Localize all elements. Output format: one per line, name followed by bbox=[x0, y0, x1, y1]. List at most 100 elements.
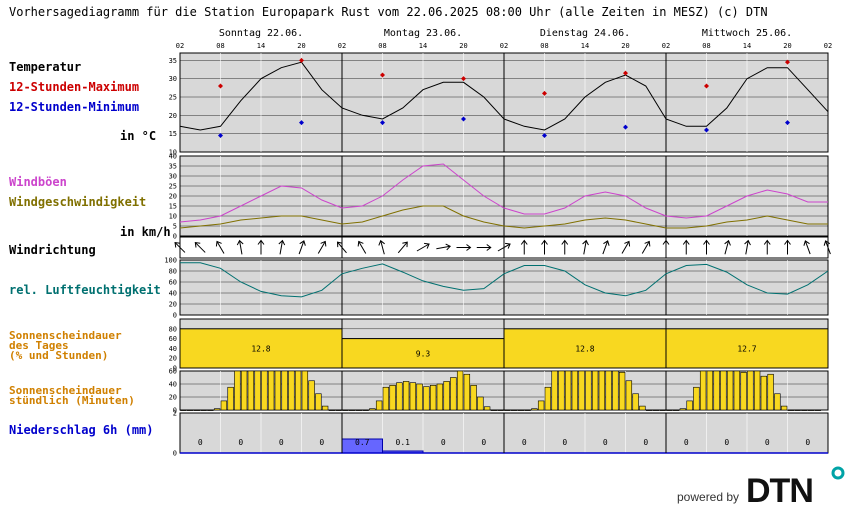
wind-arrow-head bbox=[278, 239, 286, 246]
wind-arrow bbox=[278, 239, 286, 255]
hour-tick-label: 20 bbox=[621, 42, 629, 50]
label-sun-day-2: des Tages bbox=[9, 339, 69, 352]
tmax-marker bbox=[461, 76, 466, 82]
wind-arrow bbox=[541, 239, 548, 255]
y-tick-label: 30 bbox=[169, 173, 177, 181]
sunshine-hourly-bar bbox=[706, 370, 714, 411]
windspeed-line bbox=[179, 205, 828, 229]
wind-arrow bbox=[520, 239, 528, 255]
y-tick-label: 0 bbox=[173, 233, 177, 241]
wind-arrow-head bbox=[236, 239, 244, 246]
y-tick-label: 0 bbox=[173, 365, 177, 373]
powered-by-text: powered by bbox=[677, 490, 739, 504]
label-gusts: Windböen bbox=[9, 175, 67, 189]
wind-arrow-shaft bbox=[397, 241, 408, 254]
day-header: Montag 23.06. bbox=[384, 28, 462, 39]
sunshine-hourly-bar bbox=[315, 393, 322, 411]
wind-arrow bbox=[378, 239, 385, 255]
sunshine-hourly-bar bbox=[524, 409, 531, 411]
wind-arrow bbox=[257, 239, 265, 255]
wind-arrow bbox=[561, 239, 569, 255]
sunshine-hourly-bar bbox=[375, 400, 383, 411]
sunshine-hourly-bar bbox=[382, 386, 390, 411]
y-tick-label: 25 bbox=[169, 94, 177, 102]
y-tick-label: 100 bbox=[164, 257, 177, 265]
wind-arrow-shaft bbox=[358, 241, 367, 254]
wind-arrow-head bbox=[520, 239, 528, 245]
wind-arrow-head bbox=[724, 239, 731, 246]
wind-arrow-head bbox=[763, 239, 771, 245]
sunshine-hourly-bar bbox=[801, 409, 808, 411]
sunshine-hourly-bar bbox=[240, 370, 248, 411]
wind-arrow bbox=[662, 239, 670, 255]
hour-tick-label: 02 bbox=[338, 42, 346, 50]
wind-arrow-head bbox=[505, 242, 511, 249]
y-tick-label: 20 bbox=[169, 394, 177, 402]
hour-tick-label: 08 bbox=[216, 42, 224, 50]
wind-arrow bbox=[357, 240, 367, 254]
wind-arrow bbox=[317, 240, 327, 254]
label-tmin: 12-Stunden-Minimum bbox=[9, 100, 139, 114]
hour-tick-label: 02 bbox=[176, 42, 184, 50]
wind-arrow-shaft bbox=[804, 240, 811, 255]
hour-tick-label: 20 bbox=[459, 42, 467, 50]
gusts-line bbox=[179, 163, 828, 223]
tmax-marker bbox=[299, 57, 304, 63]
hour-tick-label: 08 bbox=[702, 42, 710, 50]
dtn-branding: powered by DTN bbox=[677, 466, 845, 510]
panels: 1015202530350510152025303540020406080100… bbox=[164, 52, 831, 458]
hour-tick-label: 14 bbox=[419, 42, 427, 50]
sunshine-hourly-bar bbox=[396, 382, 403, 411]
sunshine-hourly-bar bbox=[193, 409, 201, 411]
y-tick-label: 40 bbox=[169, 381, 177, 389]
sunshine-daily-bar bbox=[341, 338, 505, 369]
tmax-marker bbox=[704, 83, 709, 89]
wind-arrow-head bbox=[803, 240, 810, 246]
sunshine-hourly-bar bbox=[335, 409, 342, 411]
wind-arrow-shaft bbox=[174, 242, 186, 253]
wind-arrow-shaft bbox=[317, 241, 326, 254]
wind-arrow-head bbox=[424, 242, 430, 249]
sunshine-hourly-bar bbox=[362, 409, 369, 411]
wind-arrow bbox=[784, 239, 791, 255]
sunshine-hourly-bar bbox=[186, 409, 194, 411]
wind-arrow bbox=[397, 241, 408, 254]
sunshine-hourly-bar bbox=[213, 408, 221, 411]
precip-label: 0 bbox=[724, 438, 729, 447]
sunshine-hourly-bar bbox=[369, 408, 376, 411]
precip-label: 0 bbox=[603, 438, 608, 447]
sunshine-hourly-bar bbox=[585, 370, 592, 411]
wind-arrow-head bbox=[174, 241, 181, 248]
wind-arrow-shaft bbox=[380, 240, 385, 255]
sunshine-hourly-bar bbox=[220, 400, 228, 411]
sunshine-hourly-bar bbox=[605, 370, 612, 411]
y-tick-label: 40 bbox=[169, 345, 177, 353]
label-sun-hour-2: stündlich (Minuten) bbox=[9, 394, 135, 407]
tmax-marker bbox=[785, 59, 790, 65]
sunshine-hourly-bar bbox=[733, 370, 741, 411]
sunshine-hourly-bar bbox=[477, 396, 484, 411]
wind-arrow-shaft bbox=[194, 242, 206, 253]
hour-tick-label: 08 bbox=[540, 42, 548, 50]
precip-label: 0 bbox=[441, 438, 446, 447]
sunshine-hourly-bar bbox=[294, 370, 302, 411]
wind-arrow bbox=[803, 240, 811, 255]
sunshine-hourly-bar bbox=[504, 409, 511, 411]
wind-arrow-head bbox=[582, 239, 589, 246]
wind-arrow-shaft bbox=[337, 241, 347, 254]
sunshine-hourly-bar bbox=[301, 370, 309, 411]
precip-label: 0 bbox=[805, 438, 810, 447]
y-tick-label: 60 bbox=[169, 335, 177, 343]
sunshine-hourly-bar bbox=[450, 377, 457, 411]
wind-arrow-shaft bbox=[497, 243, 511, 252]
hour-tick-label: 02 bbox=[662, 42, 670, 50]
sunshine-hourly-bar bbox=[409, 382, 417, 411]
wind-arrow-head bbox=[215, 240, 222, 247]
precip-label: 0 bbox=[522, 438, 527, 447]
wind-arrow-head bbox=[541, 239, 548, 245]
sunshine-hourly-bar bbox=[247, 370, 255, 411]
sunshine-hourly-bar bbox=[267, 370, 275, 411]
precip-label: 0 bbox=[198, 438, 203, 447]
y-tick-label: 15 bbox=[169, 203, 177, 211]
sunshine-hourly-bar bbox=[416, 383, 423, 411]
